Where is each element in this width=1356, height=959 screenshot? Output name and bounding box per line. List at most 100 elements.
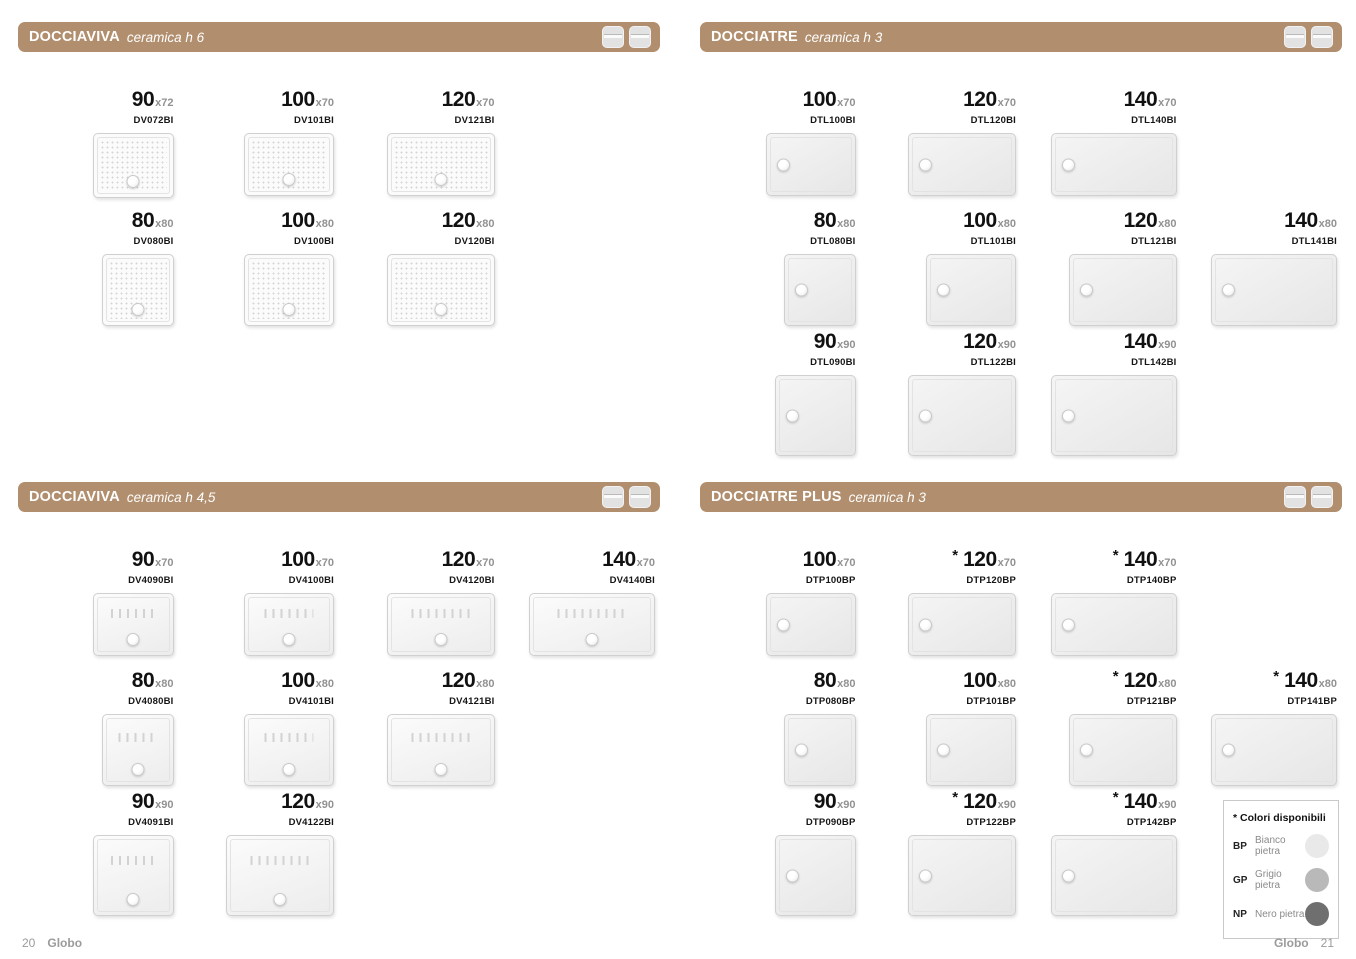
product-dims: x70 <box>155 557 174 569</box>
product-dims: x70 <box>1158 557 1177 569</box>
product: * 120x70 DTP120BP <box>908 547 1016 656</box>
product-cell: 100x80 DTP101BP <box>861 669 1022 786</box>
product-cell: * 140x80 DTP141BP <box>1182 668 1343 786</box>
shower-tray-image <box>386 133 495 196</box>
product-label: 140x80 <box>1211 209 1337 236</box>
product: 120x90 DV4122BI <box>226 790 334 916</box>
product-code: DTL120BI <box>970 115 1016 126</box>
shower-tray-image <box>1211 254 1337 326</box>
product-dims: x80 <box>315 218 334 230</box>
color-swatch-np <box>1305 902 1329 926</box>
product-dims: x90 <box>155 799 174 811</box>
product-label: * 120x80 <box>1069 668 1177 696</box>
product-cell: * 120x80 DTP121BP <box>1021 668 1182 786</box>
product-code: DV4122BI <box>288 817 334 828</box>
product-code: DTP080BP <box>805 696 856 707</box>
shower-tray-icon <box>629 486 651 508</box>
product: 140x70 DV4140BI <box>529 548 655 656</box>
product-dims: x90 <box>997 799 1016 811</box>
product-code: DV4140BI <box>609 575 655 586</box>
color-option-star: * <box>1112 668 1119 685</box>
product-cell: 90x90 DV4091BI <box>18 790 179 916</box>
product: 120x70 DV121BI <box>386 88 495 196</box>
product-size: 120 <box>963 790 997 813</box>
section-title: DOCCIAVIVA <box>29 29 120 45</box>
drain-icon <box>937 283 950 297</box>
drain-icon <box>1061 158 1075 171</box>
product-dims: x80 <box>155 218 174 230</box>
drain-icon <box>776 158 790 171</box>
product-code: DTP122BP <box>966 817 1016 828</box>
product-code: DV072BI <box>133 115 174 126</box>
product-size: 100 <box>963 209 997 232</box>
product-row: 80x80 DTP080BP 100x80 DTP101BP * 120x80 DTP121… <box>700 668 1343 790</box>
product-dims: x90 <box>1158 339 1177 351</box>
product-code: DTP090BP <box>805 817 856 828</box>
product: 100x80 DV4101BI <box>244 669 334 786</box>
shower-tray-image <box>926 254 1016 326</box>
product-dims: x70 <box>1158 97 1177 109</box>
product-code: DTP100BP <box>805 575 856 586</box>
section-subtitle: ceramica h 4,5 <box>126 489 216 505</box>
shower-tray-image <box>244 714 334 786</box>
product-dims: x90 <box>1158 799 1177 811</box>
drain-icon <box>126 175 140 188</box>
legend-code: GP <box>1233 874 1248 886</box>
product-cell: 100x80 DTL101BI <box>861 209 1022 326</box>
legend-name: Nero pietra <box>1255 908 1305 920</box>
shower-tray-image <box>1068 254 1177 326</box>
product-code: DTL140BI <box>1131 115 1177 126</box>
drain-icon <box>126 633 140 646</box>
product: 120x70 DTL120BI <box>908 88 1016 196</box>
drain-icon <box>1079 743 1093 757</box>
drain-icon <box>434 303 447 316</box>
shower-tray-image <box>244 593 334 656</box>
product-code: DV121BI <box>454 115 495 126</box>
product-code: DTP141BP <box>1287 696 1337 707</box>
product-dims: x70 <box>837 557 856 569</box>
drain-icon <box>785 409 799 422</box>
product: 140x90 DTL142BI <box>1050 330 1177 456</box>
product-label: 100x70 <box>766 88 856 115</box>
drain-icon <box>131 763 144 776</box>
product-cell: 100x70 DTP100BP <box>700 548 861 656</box>
product-size: 140 <box>1123 548 1158 571</box>
product-size: 100 <box>281 669 315 692</box>
shower-tray-image <box>386 714 495 786</box>
product-code: DV101BI <box>294 115 334 126</box>
drain-icon <box>434 633 447 646</box>
product-cell: 120x80 DV4121BI <box>339 669 500 786</box>
product-size: 120 <box>1123 209 1158 232</box>
product-code: DV120BI <box>454 236 495 247</box>
section-header: DOCCIAVIVA ceramica h 6 <box>18 22 660 52</box>
product-label: 90x90 <box>775 330 856 357</box>
shower-tray-image <box>101 254 174 326</box>
product: 100x70 DTP100BP <box>765 548 856 656</box>
product-size: 80 <box>131 209 155 232</box>
page-number: 21 <box>1320 936 1334 950</box>
shower-tray-image <box>774 375 856 456</box>
grooves <box>264 732 314 742</box>
color-option-star: * <box>1273 668 1280 685</box>
brand-name: Globo <box>47 936 83 950</box>
product-cell: 120x70 DV4120BI <box>339 548 500 656</box>
drain-icon <box>919 618 932 631</box>
product-size: 140 <box>1123 88 1158 111</box>
shower-tray-image <box>226 835 334 916</box>
grooves <box>117 732 158 742</box>
shower-tray-icon <box>602 26 624 48</box>
grooves <box>410 609 471 619</box>
product: * 140x80 DTP141BP <box>1211 668 1337 786</box>
product-dims: x90 <box>837 339 856 351</box>
product-size: 120 <box>963 330 997 353</box>
product-cell: 120x90 DV4122BI <box>179 790 340 916</box>
product-label: 90x72 <box>93 88 174 115</box>
drain-icon <box>794 283 808 297</box>
product: * 120x90 DTP122BP <box>908 789 1016 916</box>
product-cell: 140x80 DTL141BI <box>1182 209 1343 326</box>
product-dims: x80 <box>837 678 856 690</box>
product-size: 140 <box>1284 209 1318 232</box>
shower-tray-icon <box>629 26 651 48</box>
shower-tray-image <box>529 593 655 656</box>
